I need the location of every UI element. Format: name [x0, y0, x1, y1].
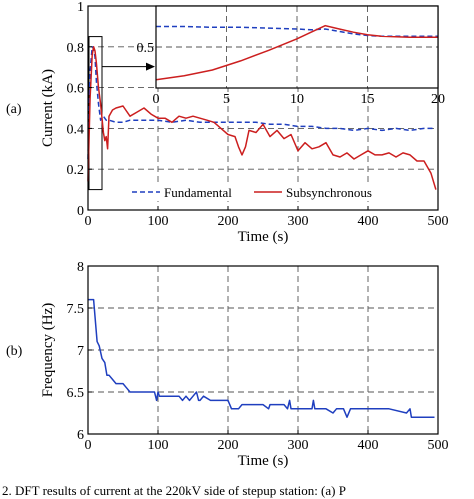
b-x-tick-label-100: 100	[148, 438, 169, 453]
a-y-tick-label-1: 1	[77, 0, 84, 15]
inset-y-tick-label-0.5: 0.5	[137, 41, 155, 56]
a-x-tick-label-200: 200	[218, 214, 239, 229]
panel-a-y-axis-label: Current (kA)	[40, 69, 56, 147]
a-y-tick-label-0.8: 0.8	[67, 41, 85, 56]
panel-b: 0 100 200 300 400 500 6 6.5 7 7.5 8 Time (s) Freq…	[6, 260, 449, 469]
a-x-tick-label-300: 300	[288, 214, 309, 229]
panel-a-x-ticks: 0 100 200 300 400 500	[85, 206, 449, 229]
panel-b-grid	[88, 266, 438, 434]
a-x-tick-label-100: 100	[148, 214, 169, 229]
b-series-line-frequency	[88, 298, 435, 418]
inset-frame	[155, 5, 439, 89]
a-x-tick-label-400: 400	[358, 214, 379, 229]
inset-x-tick-label-10: 10	[290, 92, 304, 107]
legend-label-fundamental: Fundamental	[164, 185, 232, 200]
legend-label-subsynchronous: Subsynchronous	[286, 185, 372, 200]
inset-x-tick-label-20: 20	[431, 92, 445, 107]
panel-a-tag: (a)	[6, 102, 22, 117]
panel-a-zoom-box	[88, 36, 155, 191]
panel-b-y-ticks: 6 6.5 7 7.5 8	[67, 260, 92, 443]
inset-series-line-subsynchronous	[155, 24, 438, 81]
panel-a-series	[87, 46, 437, 190]
panel-a-inset: 0 5 10 15 20 0.5	[137, 5, 445, 107]
a-series-line-fundamental	[87, 46, 435, 160]
inset-x-tick-label-0: 0	[153, 92, 160, 107]
b-y-tick-label-8: 8	[77, 260, 84, 275]
b-x-tick-label-300: 300	[288, 438, 309, 453]
a-y-tick-label-0.6: 0.6	[67, 82, 85, 97]
panel-a-legend: Fundamental Subsynchronous	[128, 182, 410, 201]
b-y-tick-label-7.5: 7.5	[67, 302, 85, 317]
a-x-tick-label-0: 0	[85, 214, 92, 229]
b-y-tick-label-6.5: 6.5	[67, 386, 85, 401]
a-y-tick-label-0.4: 0.4	[67, 122, 85, 137]
b-y-tick-label-6: 6	[77, 428, 84, 443]
inset-x-tick-label-15: 15	[361, 92, 375, 107]
b-x-tick-label-0: 0	[85, 438, 92, 453]
a-series-line-subsynchronous	[87, 46, 437, 190]
panel-b-x-axis-label: Time (s)	[238, 453, 289, 469]
figure-caption-fragment: 2. DFT results of current at the 220kV s…	[2, 483, 346, 498]
panel-b-series	[88, 298, 435, 418]
b-x-tick-label-400: 400	[358, 438, 379, 453]
zoom-arrow-head	[146, 62, 155, 71]
panel-b-tag: (b)	[6, 344, 23, 359]
panel-b-y-axis-label: Frequency (Hz)	[40, 303, 56, 398]
a-x-tick-label-500: 500	[428, 214, 449, 229]
panel-a: 0 100 200 300 400 500 0 0.2 0.4 0.6 0.8 1 0 5 10 15 20…	[6, 0, 449, 245]
panel-a-y-ticks: 0 0.2 0.4 0.6 0.8 1	[67, 0, 92, 219]
b-x-tick-label-200: 200	[218, 438, 239, 453]
panel-b-x-ticks: 0 100 200 300 400 500	[85, 430, 449, 453]
a-y-tick-label-0: 0	[77, 204, 84, 219]
inset-x-tick-label-5: 5	[223, 92, 230, 107]
panel-a-x-axis-label: Time (s)	[238, 229, 289, 245]
b-y-tick-label-7: 7	[77, 344, 84, 359]
b-x-tick-label-500: 500	[428, 438, 449, 453]
a-y-tick-label-0.2: 0.2	[67, 163, 85, 178]
